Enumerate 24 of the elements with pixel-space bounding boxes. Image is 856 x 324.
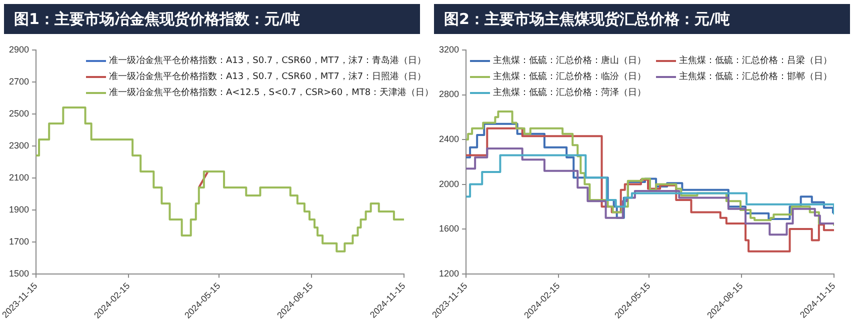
y-tick-label: 2100 [8, 172, 30, 182]
chart-title: 图1：主要市场冶金焦现货价格指数：元/吨 [4, 4, 420, 34]
chart-title: 图2：主要市场主焦煤现货汇总价格：元/吨 [434, 4, 850, 34]
y-tick-label: 2500 [8, 108, 30, 118]
y-tick-label: 2300 [8, 140, 30, 150]
legend-label: 准一级冶金焦平仓价格指数：A13，S0.7，CSR60，MT7，沫7：日照港（日） [109, 70, 426, 83]
y-tick-label: 3200 [438, 44, 460, 54]
y-tick-label: 2700 [8, 76, 30, 86]
legend-label: 主焦煤：低硫：汇总价格：吕梁（日） [679, 54, 832, 67]
y-tick-label: 1900 [8, 204, 30, 214]
legend-label: 准一级冶金焦平仓价格指数：A<12.5，S<0.7，CSR>60，MT8：天津港（日） [109, 86, 434, 99]
y-tick-label: 1200 [438, 268, 460, 278]
y-tick-label: 2900 [8, 44, 30, 54]
legend-label: 主焦煤：低硫：汇总价格：邯郸（日） [679, 70, 832, 83]
y-tick-label: 2400 [438, 134, 460, 144]
legend-label: 主焦煤：低硫：汇总价格：唐山（日） [493, 54, 646, 67]
legend-label: 主焦煤：低硫：汇总价格：临汾（日） [493, 70, 646, 83]
y-tick-label: 1700 [8, 236, 30, 246]
y-tick-label: 1500 [8, 268, 30, 278]
y-tick-label: 1600 [438, 224, 460, 234]
y-tick-label: 2800 [438, 89, 460, 100]
legend-label: 主焦煤：低硫：汇总价格：菏泽（日） [493, 86, 646, 99]
legend-label: 准一级冶金焦平仓价格指数：A13，S0.7，CSR60，MT7，沫7：青岛港（日） [109, 54, 426, 67]
y-tick-label: 2000 [438, 178, 460, 189]
